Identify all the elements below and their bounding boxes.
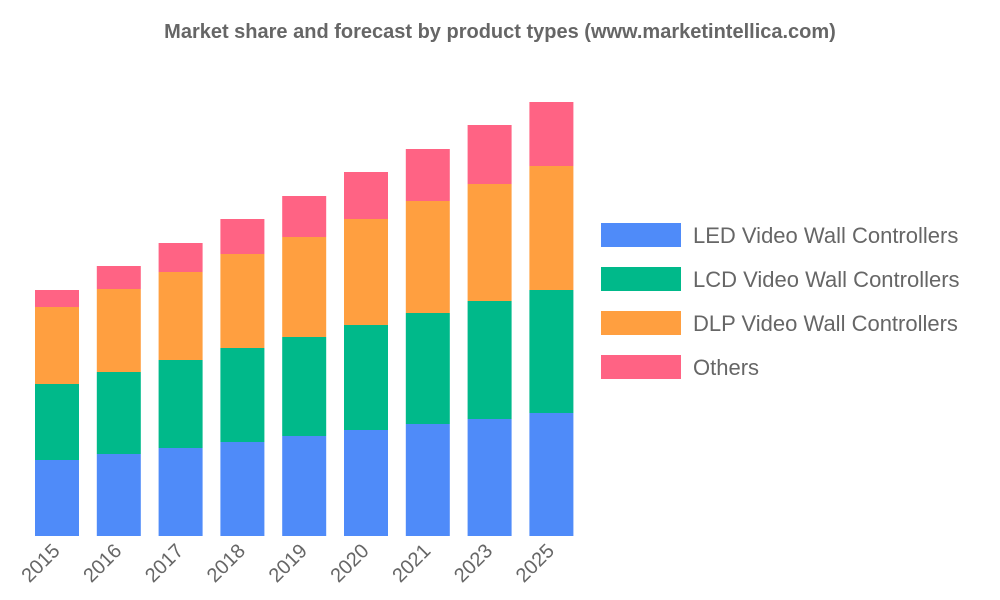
bar-segment-lcd-video-wall-controllers-2023 [467, 301, 512, 419]
bar-segment-lcd-video-wall-controllers-2025 [529, 290, 574, 413]
bar-segment-lcd-video-wall-controllers-2019 [282, 337, 327, 436]
bar-segment-led-video-wall-controllers-2015 [35, 460, 79, 536]
bar-segment-others-2020 [344, 172, 388, 219]
bar-segment-others-2018 [220, 219, 265, 254]
x-tick-label: 2017 [141, 540, 188, 587]
bar-segment-others-2015 [35, 290, 79, 307]
legend-swatch [601, 267, 681, 291]
x-tick-label: 2018 [203, 540, 250, 587]
bar-segment-lcd-video-wall-controllers-2021 [405, 313, 450, 424]
bar-segment-lcd-video-wall-controllers-2020 [344, 325, 388, 430]
legend-label: LED Video Wall Controllers [693, 223, 958, 248]
bar-segment-dlp-video-wall-controllers-2016 [96, 289, 141, 372]
x-tick-label: 2019 [265, 540, 312, 587]
bar-segment-led-video-wall-controllers-2016 [96, 454, 141, 536]
bar-segment-led-video-wall-controllers-2018 [220, 442, 265, 536]
bar-segment-led-video-wall-controllers-2019 [282, 436, 327, 536]
bar-segment-others-2021 [405, 149, 450, 201]
legend-label: LCD Video Wall Controllers [693, 267, 960, 292]
x-tick-label: 2025 [512, 540, 559, 587]
bar-segment-led-video-wall-controllers-2021 [405, 424, 450, 536]
bar-segment-dlp-video-wall-controllers-2019 [282, 237, 327, 337]
bar-segment-led-video-wall-controllers-2025 [529, 413, 574, 536]
bar-segment-dlp-video-wall-controllers-2021 [405, 201, 450, 313]
bar-segment-lcd-video-wall-controllers-2015 [35, 384, 79, 460]
bar-segment-lcd-video-wall-controllers-2018 [220, 348, 265, 442]
x-tick-label: 2021 [388, 540, 435, 587]
bar-segment-others-2016 [96, 266, 141, 289]
bar-segment-dlp-video-wall-controllers-2023 [467, 184, 512, 301]
bar-segment-dlp-video-wall-controllers-2025 [529, 166, 574, 290]
bar-segment-others-2017 [158, 243, 203, 272]
bar-segment-lcd-video-wall-controllers-2017 [158, 360, 203, 448]
bar-segment-led-video-wall-controllers-2017 [158, 448, 203, 536]
bar-segment-dlp-video-wall-controllers-2017 [158, 272, 203, 360]
bar-segment-dlp-video-wall-controllers-2015 [35, 307, 79, 384]
legend-swatch [601, 311, 681, 335]
legend-swatch [601, 223, 681, 247]
bar-segment-dlp-video-wall-controllers-2020 [344, 219, 388, 325]
bar-segment-led-video-wall-controllers-2020 [344, 430, 388, 536]
bar-segment-others-2023 [467, 125, 512, 184]
bar-segment-others-2019 [282, 196, 327, 237]
bar-segment-dlp-video-wall-controllers-2018 [220, 254, 265, 348]
legend-label: Others [693, 355, 759, 380]
bar-segment-lcd-video-wall-controllers-2016 [96, 372, 141, 454]
legend-swatch [601, 355, 681, 379]
chart-title: Market share and forecast by product typ… [164, 21, 836, 43]
x-tick-label: 2015 [18, 540, 65, 587]
x-tick-label: 2020 [327, 540, 374, 587]
legend-label: DLP Video Wall Controllers [693, 311, 958, 336]
x-tick-label: 2023 [450, 540, 497, 587]
bar-segment-led-video-wall-controllers-2023 [467, 419, 512, 536]
x-tick-label: 2016 [79, 540, 126, 587]
bar-segment-others-2025 [529, 102, 574, 166]
